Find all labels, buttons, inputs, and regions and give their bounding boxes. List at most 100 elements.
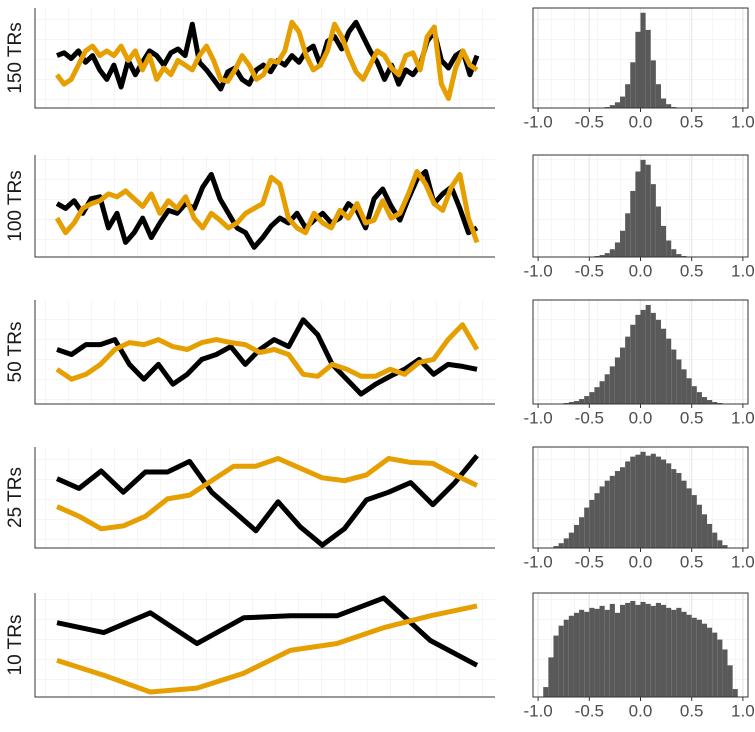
panel-border	[532, 154, 749, 258]
series-line	[54, 19, 479, 101]
histogram-bar	[640, 309, 646, 404]
histogram-bar	[630, 456, 636, 548]
x-tick-label: 0.0	[629, 408, 653, 427]
histogram-bar	[604, 480, 610, 548]
x-tick-label: -0.5	[575, 552, 604, 571]
x-tick-label: 1.0	[731, 261, 755, 280]
histogram-bar	[671, 609, 677, 697]
histogram-bar	[686, 488, 692, 548]
histogram-bar	[645, 304, 651, 404]
histogram-bar	[630, 600, 636, 697]
histogram-bar	[666, 104, 672, 108]
histogram-bar	[594, 387, 600, 404]
histogram-bar	[609, 366, 615, 404]
histogram-bar	[584, 507, 590, 548]
histogram-bar	[609, 603, 615, 697]
series-line	[55, 454, 479, 548]
panel-border	[532, 446, 749, 549]
histogram-bar	[625, 461, 631, 548]
histogram-bar	[691, 617, 697, 697]
histogram-bar	[614, 612, 621, 697]
y-axis-title: 100 TRs	[5, 170, 26, 241]
x-tick-label: 0.5	[680, 408, 704, 427]
series-line	[55, 322, 480, 382]
y-axis-title: 25 TRs	[5, 467, 26, 528]
histogram-bar	[553, 635, 559, 697]
histogram-bar	[701, 397, 708, 404]
histogram-bar	[579, 609, 585, 697]
histogram-bar	[645, 29, 651, 108]
histogram-bar	[676, 472, 682, 548]
x-tick-label: -1.0	[523, 701, 552, 720]
histogram-bar	[722, 649, 728, 697]
histogram-bar	[686, 614, 692, 697]
x-tick-label: -1.0	[523, 408, 552, 427]
histogram-bar	[650, 184, 656, 257]
x-tick-label: 1.0	[731, 552, 755, 571]
histogram-bar	[614, 471, 621, 548]
histogram-bar	[707, 523, 713, 548]
histogram-bar	[584, 396, 590, 404]
histogram-bar	[573, 612, 580, 697]
histogram-bar	[640, 451, 646, 548]
x-tick-label: -0.5	[575, 261, 604, 280]
histogram-bar	[579, 517, 585, 548]
histogram-bar	[707, 627, 713, 697]
histogram-bar	[671, 349, 677, 404]
histogram-bar	[681, 480, 687, 548]
y-axis-title: 150 TRs	[5, 22, 26, 93]
panel-background	[35, 8, 495, 108]
y-axis-title: 50 TRs	[5, 322, 26, 383]
histogram-bar	[660, 604, 667, 697]
x-tick-label: -0.5	[575, 701, 604, 720]
histogram-bar	[645, 603, 651, 697]
histogram-bar	[655, 602, 661, 697]
x-tick-label: -0.5	[575, 408, 604, 427]
histogram-bar	[630, 62, 636, 108]
histogram-bar	[650, 312, 656, 404]
histogram-bar	[589, 607, 595, 697]
histogram-bar	[717, 540, 723, 548]
histogram-bar	[691, 495, 697, 548]
x-tick-label: 0.5	[680, 552, 704, 571]
histogram-bar	[655, 319, 661, 404]
histogram-bar	[563, 538, 569, 548]
x-tick-label: 0.5	[680, 112, 704, 131]
histogram-bar	[620, 604, 626, 697]
y-axis-title: 10 TRs	[5, 615, 26, 676]
histogram-bar	[625, 84, 631, 108]
histogram-bar	[666, 607, 672, 697]
histogram-bar	[660, 459, 667, 548]
x-tick-label: -1.0	[523, 552, 552, 571]
histogram-bar	[671, 249, 677, 257]
x-tick-label: 1.0	[731, 701, 755, 720]
series-line	[56, 603, 478, 695]
histogram-bar	[573, 401, 580, 404]
histogram-bar	[666, 338, 672, 404]
histogram-bar	[584, 611, 590, 697]
x-tick-label: -1.0	[523, 112, 552, 131]
histogram-bar	[625, 602, 631, 697]
histogram-bar	[625, 213, 631, 257]
histogram-bar	[712, 402, 718, 404]
histogram-bar	[620, 96, 626, 108]
histogram-bar	[655, 456, 661, 548]
axis-line	[34, 300, 495, 405]
histogram-bar	[712, 632, 718, 697]
series-line	[55, 456, 479, 532]
histogram-bar	[599, 486, 605, 548]
histogram-bar	[660, 225, 667, 257]
panel-background	[35, 593, 495, 697]
histogram-bar	[727, 665, 733, 697]
histogram-bar	[573, 524, 580, 548]
histogram-bar	[717, 639, 723, 697]
histogram-bar	[660, 98, 667, 108]
panel-border	[532, 7, 749, 109]
histogram-bar	[707, 400, 713, 404]
histogram-bar	[732, 689, 738, 697]
histogram-bar	[568, 615, 574, 697]
x-tick-label: 0.0	[629, 261, 653, 280]
histogram-bar	[650, 453, 656, 548]
histogram-bar	[630, 190, 636, 257]
x-tick-label: 0.0	[629, 112, 653, 131]
